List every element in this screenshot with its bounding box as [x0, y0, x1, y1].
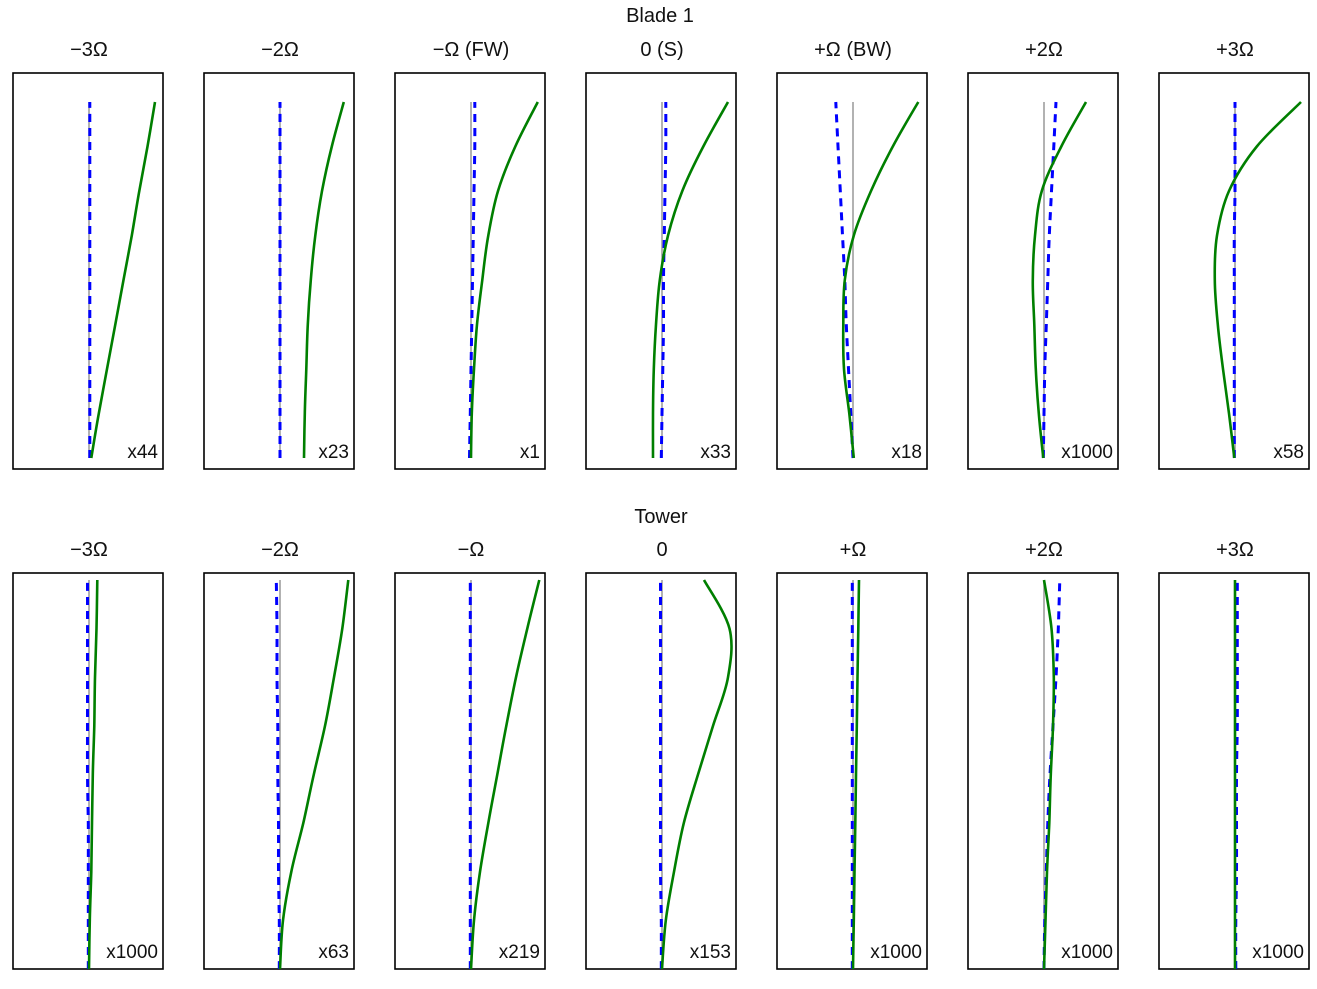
panel-tower-5: +Ω x1000: [776, 539, 928, 970]
panel-title: −3Ω: [70, 39, 108, 61]
panel-title: 0 (S): [640, 39, 683, 61]
panel-title: −2Ω: [261, 39, 299, 61]
scale-factor-label: x33: [700, 442, 731, 463]
solid-mode-curve: [87, 579, 99, 970]
dashed-mode-curve: [274, 579, 281, 970]
panel-title: +3Ω: [1216, 39, 1254, 61]
panel-tower-1: −3Ω x1000: [12, 539, 164, 970]
scale-factor-label: x1000: [1061, 442, 1113, 463]
panel-title: +Ω: [840, 539, 867, 561]
panel-frame: [12, 72, 164, 470]
panel-blade-3: −Ω (FW) x1: [394, 39, 546, 470]
panel-tower-2: −2Ω x63: [203, 539, 355, 970]
scale-factor-label: x1000: [1061, 942, 1113, 963]
dashed-mode-curve: [85, 580, 90, 970]
panel-tower-7: +3Ω x1000: [1158, 539, 1310, 970]
panel-frame: [967, 572, 1119, 970]
panel-frame: [585, 72, 737, 470]
solid-mode-curve: [851, 579, 861, 970]
solid-mode-curve: [90, 101, 157, 459]
panel-title: +3Ω: [1216, 539, 1254, 561]
solid-mode-curve: [469, 101, 539, 459]
solid-mode-curve: [1031, 101, 1088, 459]
scale-factor-label: x1: [520, 442, 540, 463]
solid-mode-curve: [651, 101, 730, 459]
scale-factor-label: x44: [127, 442, 158, 463]
scale-factor-label: x153: [690, 942, 731, 963]
panel-frame: [1158, 72, 1310, 470]
panel-title: −Ω: [458, 539, 485, 561]
panel-blade-1: −3Ω x44: [12, 39, 164, 470]
panel-title: 0: [656, 539, 667, 561]
panel-blade-6: +2Ω x1000: [967, 39, 1119, 470]
scale-factor-label: x23: [318, 442, 349, 463]
panel-title: −2Ω: [261, 539, 299, 561]
panel-frame: [967, 72, 1119, 470]
panel-title: −Ω (FW): [433, 39, 510, 61]
dashed-mode-curve: [659, 101, 668, 459]
dashed-mode-curve: [1232, 102, 1237, 458]
panel-title: +2Ω: [1025, 539, 1063, 561]
panel-blade-5: +Ω (BW) x18: [776, 39, 928, 470]
scale-factor-label: x219: [499, 942, 540, 963]
scale-factor-label: x58: [1273, 442, 1304, 463]
panel-title: +Ω (BW): [814, 39, 892, 61]
panel-frame: [203, 72, 355, 470]
dashed-mode-curve: [468, 101, 477, 459]
panel-title: +2Ω: [1025, 39, 1063, 61]
panel-title: −3Ω: [70, 539, 108, 561]
solid-mode-curve: [278, 579, 350, 970]
dashed-mode-curve: [834, 101, 855, 459]
scale-factor-label: x1000: [870, 942, 922, 963]
scale-factor-label: x1000: [1252, 942, 1304, 963]
panel-tower-4: 0 x153: [585, 539, 737, 970]
scale-factor-label: x1000: [106, 942, 158, 963]
panel-frame: [203, 572, 355, 970]
panel-blade-2: −2Ω x23: [203, 39, 355, 470]
scale-factor-label: x63: [318, 942, 349, 963]
scale-factor-label: x18: [891, 442, 922, 463]
panel-tower-6: +2Ω x1000: [967, 539, 1119, 970]
solid-mode-curve: [469, 579, 541, 970]
solid-mode-curve: [1213, 101, 1302, 459]
solid-mode-curve: [302, 101, 346, 459]
solid-mode-curve: [660, 579, 733, 970]
solid-mode-curve: [1042, 579, 1056, 970]
panel-frame: [776, 72, 928, 470]
panel-tower-3: −Ω x219: [394, 539, 546, 970]
dashed-mode-curve: [658, 580, 663, 970]
panel-blade-7: +3Ω x58: [1158, 39, 1310, 470]
solid-mode-curve: [841, 101, 920, 459]
blade-group-title: Blade 1: [626, 5, 694, 27]
dashed-mode-curve: [1041, 101, 1058, 459]
panel-frame: [585, 572, 737, 970]
panel-blade-4: 0 (S) x33: [585, 39, 737, 470]
tower-group-title: Tower: [634, 506, 688, 528]
panel-frame: [394, 72, 546, 470]
